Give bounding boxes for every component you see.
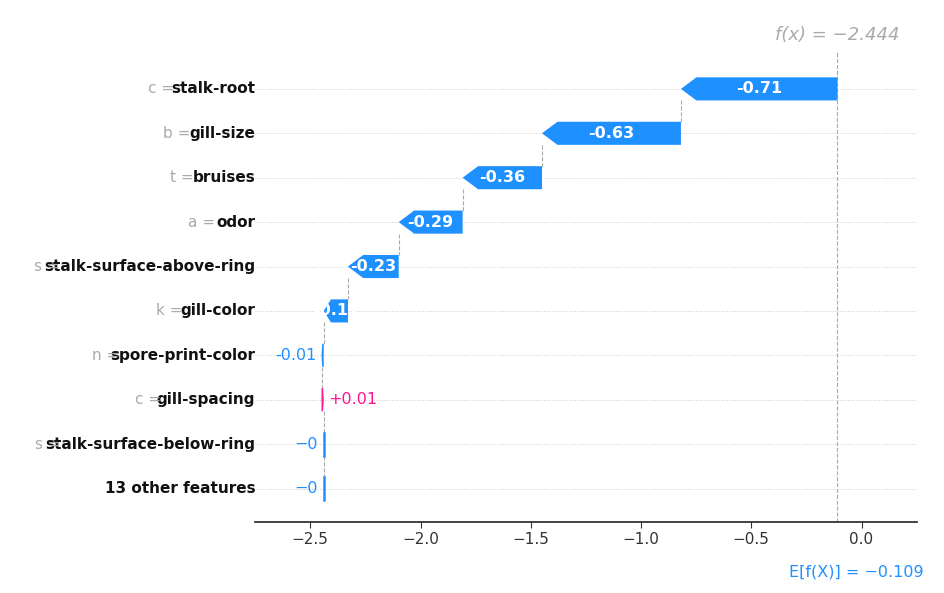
Polygon shape (463, 166, 542, 189)
Text: -0.71: -0.71 (735, 81, 782, 97)
Text: f(x) = −2.444: f(x) = −2.444 (774, 26, 899, 44)
Text: spore-print-color: spore-print-color (110, 348, 255, 363)
Text: c =: c = (135, 392, 166, 407)
Text: b =: b = (163, 126, 195, 141)
X-axis label: E[f(X)] = −0.109: E[f(X)] = −0.109 (788, 564, 922, 579)
Text: gill-color: gill-color (180, 304, 255, 318)
Text: n =: n = (92, 348, 124, 363)
Text: -0.29: -0.29 (407, 215, 453, 229)
Text: -0.11: -0.11 (312, 304, 359, 318)
Text: stalk-root: stalk-root (171, 81, 255, 97)
Polygon shape (321, 388, 324, 412)
Text: s =: s = (35, 436, 65, 452)
Text: odor: odor (216, 215, 255, 229)
Text: −0: −0 (295, 436, 318, 452)
Text: -0.36: -0.36 (479, 170, 525, 185)
Text: t =: t = (170, 170, 198, 185)
Polygon shape (324, 299, 347, 323)
Text: -0.23: -0.23 (350, 259, 396, 274)
Text: −0: −0 (295, 481, 318, 496)
Text: gill-size: gill-size (189, 126, 255, 141)
Text: +0.01: +0.01 (328, 392, 377, 407)
Polygon shape (347, 255, 398, 278)
Text: bruises: bruises (193, 170, 255, 185)
Text: a =: a = (188, 215, 220, 229)
Text: s =: s = (34, 259, 64, 274)
Text: -0.01: -0.01 (276, 348, 317, 363)
Text: gill-spacing: gill-spacing (157, 392, 255, 407)
Text: 13 other features: 13 other features (105, 481, 255, 496)
Polygon shape (398, 211, 463, 234)
Text: k =: k = (156, 304, 187, 318)
Text: c =: c = (148, 81, 179, 97)
Polygon shape (681, 77, 836, 100)
Text: -0.63: -0.63 (588, 126, 633, 141)
Text: stalk-surface-above-ring: stalk-surface-above-ring (44, 259, 255, 274)
Text: stalk-surface-below-ring: stalk-surface-below-ring (45, 436, 255, 452)
Polygon shape (542, 122, 681, 145)
Polygon shape (321, 344, 324, 367)
